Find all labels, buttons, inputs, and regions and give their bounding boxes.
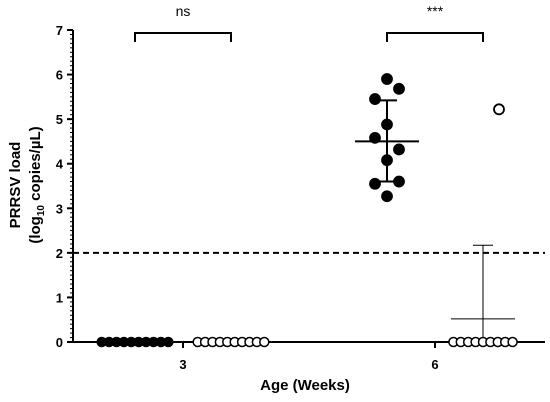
data-point: [393, 82, 405, 95]
y-axis-title-line2: (log10 copies/µL): [27, 126, 47, 243]
significance-bracket: [386, 32, 484, 42]
data-point: [369, 177, 381, 190]
x-tick-label: 6: [431, 357, 438, 372]
y-tick-label: 1: [56, 290, 63, 305]
plot-area: 0 1 2 3 4 5 6 7 3 6: [56, 23, 545, 372]
y-axis-title-pre: (log: [27, 216, 44, 244]
y-axis-title-sub: 10: [36, 205, 47, 217]
data-point: [163, 336, 174, 348]
y-tick-label: 7: [56, 23, 63, 38]
x-axis-title: Age (Weeks): [260, 377, 350, 394]
data-point: [381, 190, 393, 203]
y-tick-label: 5: [56, 112, 63, 127]
y-tick-label: 0: [56, 335, 63, 350]
significance-bracket: [134, 32, 232, 42]
x-tick-label: 3: [179, 357, 186, 372]
data-point: [381, 154, 393, 167]
data-point: [507, 336, 518, 348]
significance-label: ***: [427, 3, 444, 19]
y-tick-label: 4: [56, 157, 64, 172]
data-marks: ns ***: [96, 3, 518, 348]
data-point: [369, 131, 381, 144]
y-axis-title-line1: PRRSV load: [7, 142, 24, 229]
y-tick-label: 3: [56, 201, 63, 216]
data-point: [259, 336, 270, 348]
data-point: [369, 93, 381, 105]
data-point: [393, 175, 405, 188]
y-tick-label: 6: [56, 68, 63, 83]
y-axis-title: PRRSV load (log10 copies/µL): [7, 126, 47, 243]
y-axis-title-post: copies/µL): [27, 126, 44, 205]
data-point: [493, 103, 505, 116]
data-point: [381, 118, 393, 131]
data-point: [381, 73, 393, 85]
data-point: [393, 143, 405, 156]
y-tick-label: 2: [56, 246, 63, 261]
significance-label: ns: [176, 3, 191, 19]
